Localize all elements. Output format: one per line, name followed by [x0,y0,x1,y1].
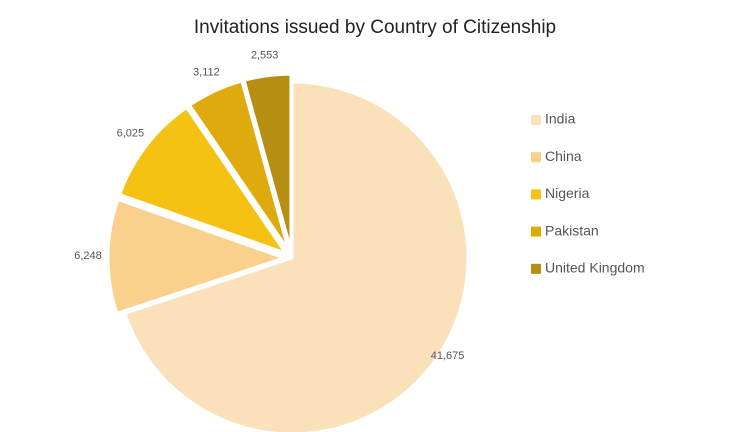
pie-slice [242,72,293,251]
pie-slice [117,105,290,257]
legend-swatch [531,115,541,125]
legend-swatch [531,263,541,274]
value-label: 3,112 [193,67,220,79]
legend-swatch [531,152,541,163]
legend-label: Nigeria [545,185,590,201]
value-label: 6,025 [117,127,145,139]
legend-swatch [531,226,541,237]
legend-label: China [545,148,582,164]
legend-label: India [545,111,576,127]
pie-slice [187,79,291,252]
legend-label: Pakistan [545,222,599,238]
pie-slice [123,80,470,432]
chart-title: Invitations issued by Country of Citizen… [194,17,556,38]
value-label: 41,675 [431,350,465,362]
pie-slice [106,197,289,316]
value-label: 2,553 [251,50,279,62]
value-label: 6,248 [74,250,102,262]
legend-swatch [531,189,541,200]
legend-label: United Kingdom [545,260,645,276]
